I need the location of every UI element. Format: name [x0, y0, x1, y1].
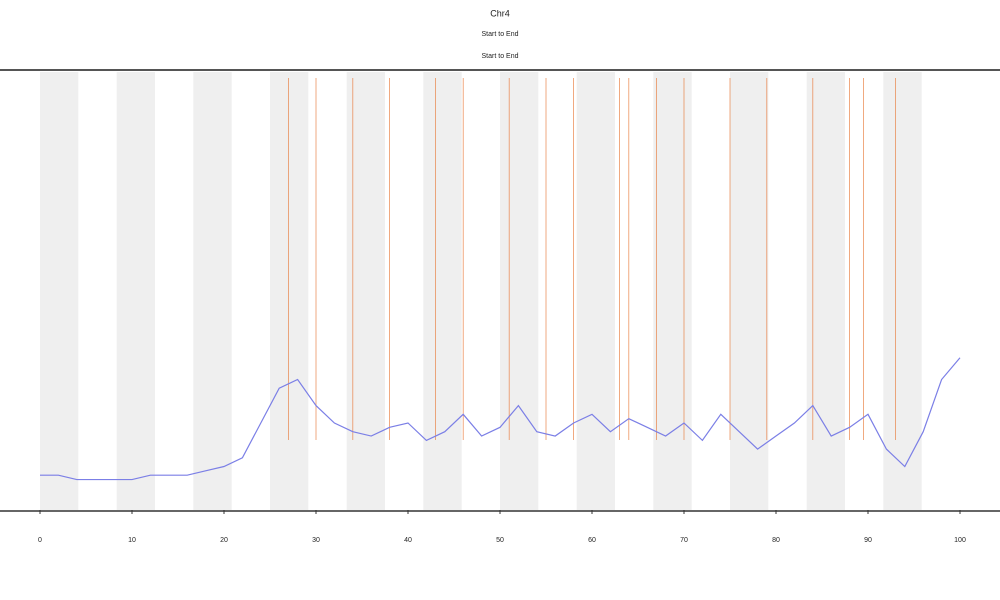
band [730, 72, 769, 510]
band [653, 72, 692, 510]
band [270, 72, 309, 510]
x-tick-label: 90 [864, 537, 872, 544]
band [193, 72, 232, 510]
x-tick-label: 70 [680, 537, 688, 544]
band [576, 72, 615, 510]
band [40, 72, 79, 510]
band [883, 72, 922, 510]
bands [40, 72, 922, 510]
x-tick-label: 20 [220, 537, 228, 544]
series-line [40, 357, 961, 481]
x-tick-label: 80 [772, 537, 780, 544]
x-tick-label: 50 [496, 537, 504, 544]
x-tick-label: 60 [588, 537, 596, 544]
x-tick-label: 100 [954, 537, 966, 544]
band [116, 72, 155, 510]
chart-subtitle: Start to End [482, 53, 519, 60]
x-tick-label: 30 [312, 537, 320, 544]
x-tick-label: 10 [128, 537, 136, 544]
x-tick-label: 40 [404, 537, 412, 544]
band [423, 72, 462, 510]
chart-subtitle: Start to End [482, 31, 519, 38]
x-tick-label: 0 [38, 537, 42, 544]
band [500, 72, 539, 510]
chart-title: Chr4 [490, 8, 510, 18]
